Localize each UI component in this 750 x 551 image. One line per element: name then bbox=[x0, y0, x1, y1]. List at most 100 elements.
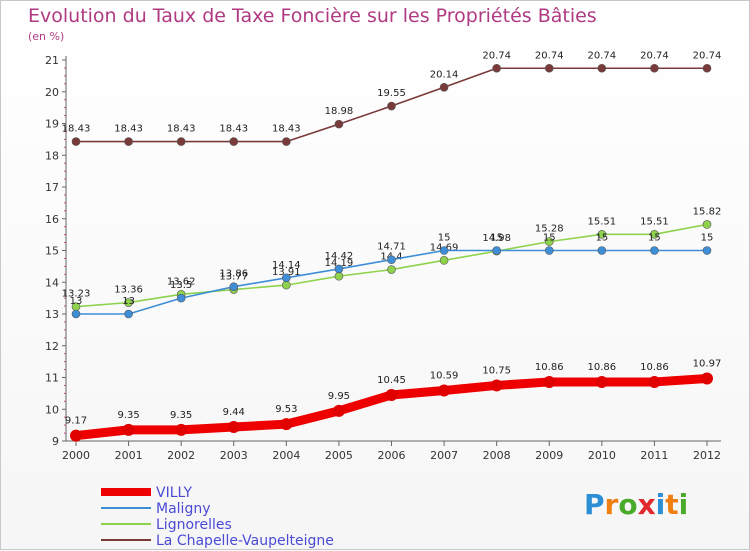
y-tick-label: 12 bbox=[45, 340, 59, 353]
data-label: 13 bbox=[70, 296, 83, 307]
x-tick-label: 2000 bbox=[62, 449, 90, 462]
y-tick-label: 13 bbox=[45, 308, 59, 321]
data-point bbox=[439, 256, 449, 265]
data-label: 13.86 bbox=[219, 269, 248, 280]
data-label: 13.91 bbox=[272, 267, 301, 278]
data-label: 15.28 bbox=[535, 224, 564, 235]
y-tick-label: 15 bbox=[45, 245, 59, 258]
y-tick-label: 14 bbox=[45, 276, 59, 289]
data-point bbox=[701, 372, 713, 385]
data-point bbox=[597, 246, 607, 255]
data-label: 15 bbox=[701, 233, 714, 244]
data-label: 15 bbox=[543, 233, 556, 244]
data-point bbox=[702, 246, 712, 255]
data-point bbox=[280, 418, 293, 431]
legend-label-0: VILLY bbox=[156, 485, 192, 501]
data-label: 13.62 bbox=[167, 276, 196, 287]
data-point bbox=[334, 271, 344, 281]
data-label: 14.98 bbox=[482, 233, 511, 244]
x-tick-label: 2010 bbox=[588, 449, 616, 462]
data-point bbox=[597, 230, 607, 239]
data-point bbox=[544, 246, 554, 255]
y-tick-label: 17 bbox=[45, 181, 59, 194]
data-point bbox=[229, 137, 239, 146]
x-tick-label: 2007 bbox=[430, 449, 458, 462]
data-label: 18.43 bbox=[167, 124, 196, 135]
data-label: 13.23 bbox=[62, 289, 91, 300]
data-label: 9.95 bbox=[328, 391, 350, 402]
data-point bbox=[282, 273, 291, 283]
data-label: 9.35 bbox=[170, 410, 192, 421]
y-tick-label: 18 bbox=[45, 149, 59, 162]
data-point bbox=[385, 388, 398, 401]
data-point bbox=[650, 230, 659, 239]
brand-logo-letter: i bbox=[655, 488, 666, 521]
data-point bbox=[334, 264, 344, 274]
chart-title: Evolution du Taux de Taxe Foncière sur l… bbox=[28, 5, 597, 27]
data-point bbox=[227, 421, 240, 434]
data-point bbox=[332, 404, 345, 417]
brand-logo-letter: i bbox=[678, 488, 689, 521]
y-tick-label: 11 bbox=[45, 372, 59, 385]
data-label: 9.35 bbox=[117, 410, 139, 421]
data-label: 14.42 bbox=[325, 251, 354, 262]
data-label: 15 bbox=[595, 233, 608, 244]
data-label: 18.43 bbox=[114, 124, 143, 135]
data-label: 9.17 bbox=[65, 416, 87, 427]
data-label: 18.43 bbox=[62, 124, 91, 135]
data-point bbox=[124, 137, 133, 146]
brand-logo-letter: t bbox=[665, 488, 679, 521]
y-tick-label: 21 bbox=[45, 54, 59, 67]
data-point bbox=[439, 246, 449, 255]
y-tick-label: 9 bbox=[52, 435, 59, 448]
data-point bbox=[71, 309, 81, 319]
data-label: 20.74 bbox=[640, 50, 669, 61]
data-point bbox=[71, 137, 81, 146]
data-label: 13.5 bbox=[170, 280, 192, 291]
data-label: 13 bbox=[122, 296, 135, 307]
data-point bbox=[595, 375, 608, 388]
data-point bbox=[122, 423, 135, 436]
legend-label-3: La Chapelle-Vaupelteigne bbox=[156, 533, 334, 549]
data-label: 14.71 bbox=[377, 242, 406, 253]
data-point bbox=[387, 265, 396, 274]
legend-label-2: Lignorelles bbox=[156, 517, 232, 533]
data-label: 15 bbox=[490, 233, 503, 244]
data-point bbox=[176, 293, 186, 303]
data-point bbox=[334, 119, 344, 129]
data-point bbox=[650, 246, 659, 255]
x-tick-label: 2003 bbox=[220, 449, 248, 462]
data-point bbox=[387, 101, 396, 111]
data-point bbox=[492, 63, 501, 73]
brand-logo-letter: x bbox=[637, 488, 656, 521]
data-label: 10.45 bbox=[377, 375, 406, 386]
data-label: 19.55 bbox=[377, 88, 406, 99]
data-label: 15.82 bbox=[693, 206, 722, 217]
data-point bbox=[492, 246, 501, 255]
data-point bbox=[124, 298, 133, 307]
data-point bbox=[490, 379, 503, 392]
data-label: 15 bbox=[648, 233, 661, 244]
data-point bbox=[702, 220, 712, 229]
data-point bbox=[124, 309, 133, 319]
data-point bbox=[176, 137, 186, 146]
chart-unit: (en %) bbox=[28, 30, 65, 43]
data-point bbox=[175, 423, 188, 436]
data-label: 15.51 bbox=[588, 216, 617, 227]
y-tick-label: 19 bbox=[45, 118, 59, 131]
y-tick-label: 20 bbox=[45, 86, 59, 99]
x-tick-label: 2008 bbox=[483, 449, 511, 462]
data-point bbox=[544, 237, 554, 246]
x-tick-label: 2001 bbox=[115, 449, 143, 462]
data-point bbox=[282, 280, 291, 290]
data-label: 9.44 bbox=[223, 407, 245, 418]
data-label: 10.86 bbox=[640, 362, 669, 373]
data-label: 20.74 bbox=[535, 50, 564, 61]
data-label: 13.77 bbox=[219, 272, 248, 283]
data-label: 18.43 bbox=[219, 124, 248, 135]
x-tick-label: 2005 bbox=[325, 449, 353, 462]
data-label: 10.86 bbox=[588, 362, 617, 373]
data-point bbox=[229, 282, 239, 291]
